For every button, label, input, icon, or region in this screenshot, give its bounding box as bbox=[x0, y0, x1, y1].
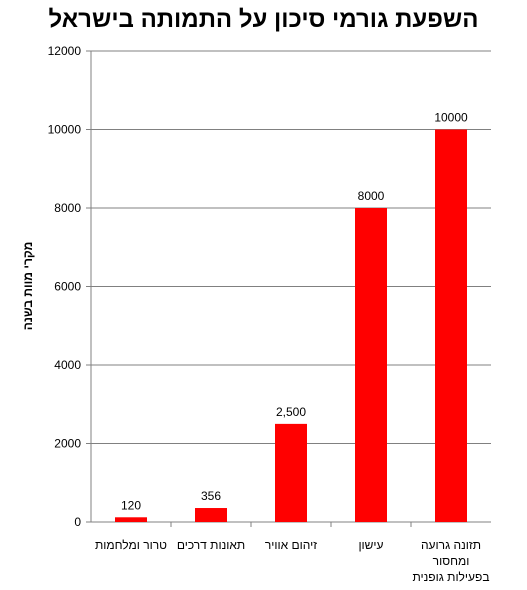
data-label: 10000 bbox=[434, 111, 468, 125]
data-label: 120 bbox=[121, 498, 141, 512]
bar bbox=[435, 129, 467, 522]
bar bbox=[115, 517, 147, 522]
y-tick-label: 10000 bbox=[48, 123, 82, 137]
bar bbox=[355, 208, 387, 522]
x-tick-label: זיהום אוויר bbox=[265, 538, 317, 552]
y-tick-label: 4000 bbox=[54, 358, 81, 372]
x-tick-label: תאונות דרכים bbox=[177, 538, 245, 552]
x-tick-label: עישון bbox=[358, 538, 383, 552]
data-label: 8000 bbox=[358, 189, 385, 203]
data-label: 356 bbox=[201, 489, 221, 503]
y-tick-label: 6000 bbox=[54, 280, 81, 294]
bar bbox=[195, 508, 227, 522]
y-tick-label: 8000 bbox=[54, 201, 81, 215]
x-tick-label: תזונה גרועה ומחסור בפעילות גופנית bbox=[412, 538, 489, 584]
data-label: 2,500 bbox=[276, 405, 306, 419]
y-tick-label: 0 bbox=[74, 515, 81, 529]
x-tick-label: טרור ומלחמות bbox=[95, 538, 167, 552]
chart-title: השפעת גורמי סיכון על התמותה בישראל bbox=[48, 6, 479, 33]
bar bbox=[275, 423, 307, 522]
y-tick-label: 2000 bbox=[54, 437, 81, 451]
y-tick-label: 12000 bbox=[48, 44, 82, 58]
